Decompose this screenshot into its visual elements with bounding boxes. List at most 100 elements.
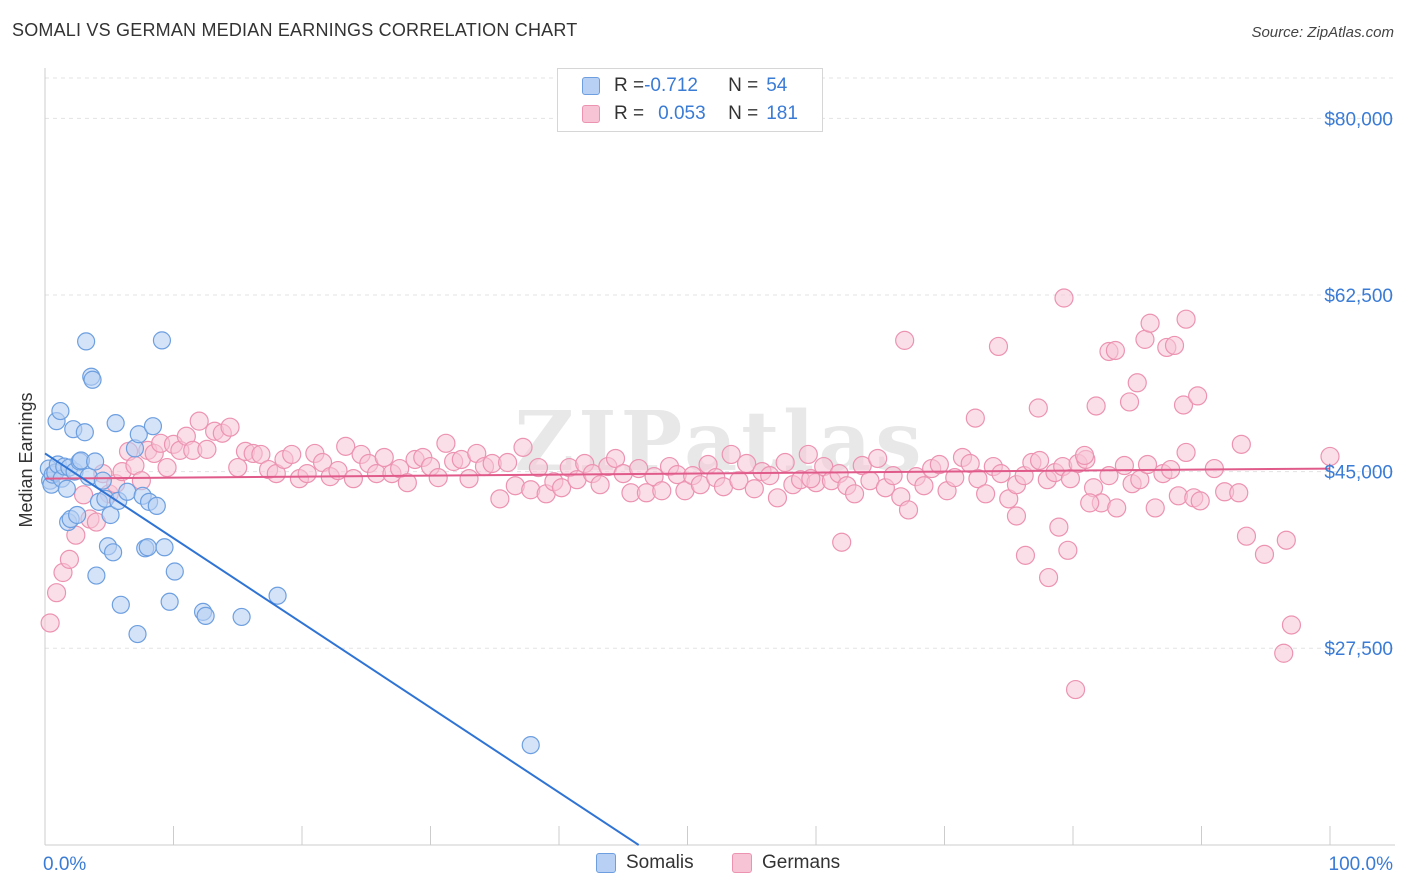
german-n-value: 181 (766, 103, 798, 124)
somali-point (106, 414, 125, 433)
german-point (1080, 493, 1100, 513)
german-point (374, 447, 394, 468)
legend-row-somali: R = -0.712 N = 54 (558, 73, 787, 99)
german-point (652, 481, 672, 501)
correlation-legend: R = -0.712 N = 54 R = 0.053 N = 181 (557, 68, 823, 132)
german-point (1281, 615, 1302, 635)
german-point (729, 471, 749, 491)
german-point (220, 417, 240, 437)
axes (44, 68, 1395, 846)
german-point (528, 457, 549, 478)
german-point (59, 549, 80, 569)
german-point (1320, 446, 1340, 467)
somali-point (165, 562, 184, 581)
german-point (73, 485, 94, 505)
german-point (965, 408, 985, 428)
german-point (883, 466, 903, 486)
german-point (1127, 373, 1147, 393)
somali-point (86, 452, 105, 471)
german-point (767, 488, 788, 508)
somali-point (138, 538, 157, 557)
german-point (1145, 498, 1165, 518)
german-point (343, 469, 363, 489)
somali-n-value: 54 (766, 75, 788, 96)
somali-point (101, 505, 120, 525)
german-point (1236, 526, 1257, 546)
german-point (1274, 643, 1294, 663)
legend-row-german: R = 0.053 N = 181 (558, 101, 798, 127)
german-point (914, 476, 934, 496)
somali-point (152, 331, 172, 350)
german-point (721, 444, 741, 465)
somali-point (104, 543, 123, 562)
german-point (898, 500, 919, 520)
somali-point (87, 566, 106, 585)
german-points (40, 288, 1340, 700)
bottom-german-swatch (732, 853, 752, 873)
somali-point (83, 370, 102, 389)
german-swatch (582, 105, 600, 123)
german-point (46, 583, 67, 603)
german-point (1276, 530, 1296, 550)
german-point (328, 460, 348, 481)
german-r-value: 0.053 (658, 103, 706, 124)
x-tick-label-end: 100.0% (1329, 854, 1394, 875)
somali-point (196, 606, 215, 626)
german-point (868, 448, 888, 469)
german-point (960, 453, 980, 474)
german-point (844, 484, 865, 504)
german-point (976, 484, 996, 504)
german-point (40, 613, 60, 633)
german-point (968, 469, 988, 489)
german-point (251, 444, 271, 465)
german-point (1173, 395, 1194, 415)
german-point (1254, 544, 1275, 564)
german-point (459, 469, 479, 489)
y-axis-label: Median Earnings (16, 392, 36, 527)
y-tick-label: $27,500 (1324, 639, 1393, 660)
german-point (945, 468, 965, 488)
german-point (760, 466, 780, 486)
trend-lines (44, 452, 1331, 846)
german-point (228, 457, 248, 478)
bottom-somali-label: Somalis (626, 852, 694, 873)
german-point (1176, 309, 1196, 329)
german-point (1054, 288, 1074, 308)
german-point (988, 336, 1009, 357)
german-point (801, 469, 821, 489)
somali-points (39, 331, 540, 755)
somali-point (155, 538, 174, 557)
german-point (929, 454, 949, 475)
german-point (832, 532, 852, 552)
bottom-legend-german: Germans (732, 852, 840, 874)
german-point (490, 489, 510, 509)
german-point (1038, 567, 1059, 588)
german-point (1119, 392, 1140, 412)
german-point (1188, 386, 1208, 406)
german-point (1190, 491, 1210, 511)
german-point (895, 330, 915, 350)
somali-point (93, 471, 112, 490)
x-tick-label-start: 0.0% (43, 854, 86, 875)
somali-point (118, 482, 137, 501)
y-tick-label: $80,000 (1324, 109, 1393, 130)
somali-point (128, 624, 147, 644)
german-point (1058, 540, 1078, 560)
german-point (1006, 506, 1027, 526)
german-point (1049, 517, 1069, 537)
german-point (1140, 313, 1160, 333)
somali-trend-line (44, 452, 640, 846)
german-point (397, 473, 417, 493)
german-point (590, 475, 610, 495)
german-point (498, 452, 518, 473)
german-point (744, 479, 764, 499)
german-point (991, 464, 1011, 484)
bottom-somali-swatch (596, 853, 616, 873)
german-point (798, 444, 818, 465)
german-point (336, 436, 356, 456)
somali-point (521, 735, 540, 755)
german-point (513, 437, 533, 457)
somali-point (77, 332, 96, 351)
german-point (1105, 340, 1126, 361)
